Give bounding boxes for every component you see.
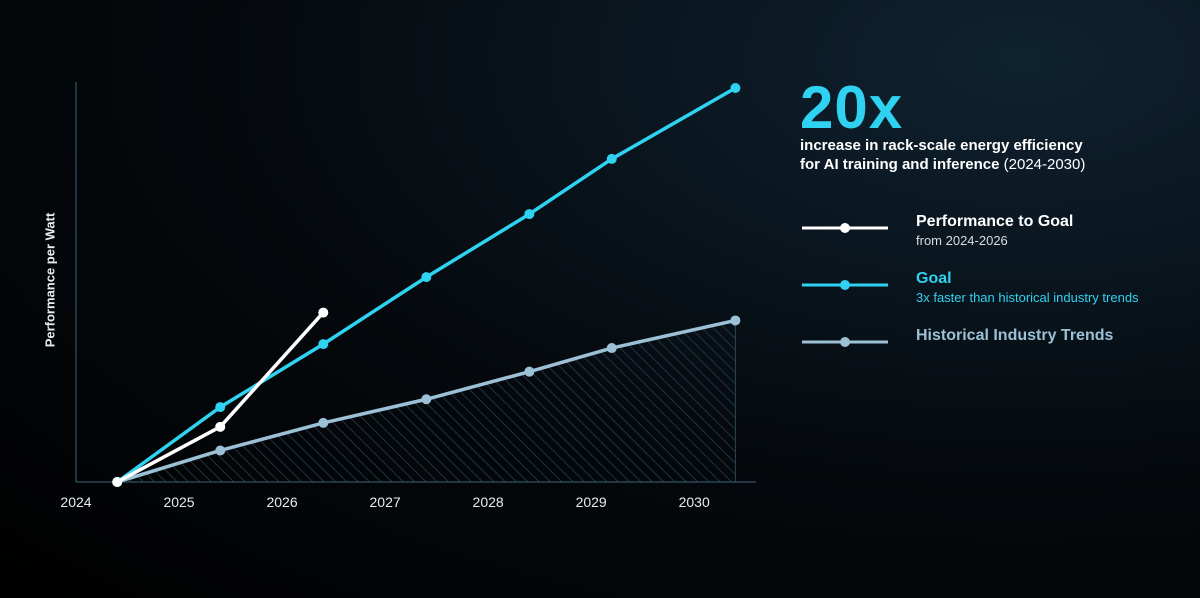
x-tick-label: 2029 xyxy=(576,494,607,510)
data-point-performance xyxy=(112,477,123,487)
data-point-goal xyxy=(730,83,741,93)
data-point-goal xyxy=(215,402,226,413)
headline: 20x increase in rack-scale energy effici… xyxy=(800,78,1085,174)
data-point-goal xyxy=(421,272,432,283)
series-performance xyxy=(112,307,329,487)
data-point-historical xyxy=(215,445,226,456)
legend-subtitle-performance: from 2024-2026 xyxy=(916,233,1008,248)
data-point-goal xyxy=(524,209,535,220)
headline-years: (2024-2030) xyxy=(1003,156,1086,173)
legend-title-performance: Performance to Goal xyxy=(916,213,1074,230)
data-point-historical xyxy=(524,366,535,377)
x-tick-label: 2025 xyxy=(163,494,194,510)
data-point-historical xyxy=(421,394,432,405)
data-point-performance xyxy=(318,307,329,318)
x-tick-label: 2028 xyxy=(473,494,504,510)
data-point-goal xyxy=(606,153,617,164)
headline-value: 20x xyxy=(800,74,904,141)
y-axis-label: Performance per Watt xyxy=(42,212,58,348)
legend-swatch-performance xyxy=(802,223,888,233)
legend-title-goal: Goal xyxy=(916,270,952,287)
x-tick-label: 2024 xyxy=(60,494,91,510)
legend-swatch-goal xyxy=(802,280,888,290)
legend-subtitle-goal: 3x faster than historical industry trend… xyxy=(916,290,1139,305)
data-point-historical xyxy=(606,343,617,354)
legend-title-historical: Historical Industry Trends xyxy=(916,327,1114,344)
data-point-performance xyxy=(215,421,226,432)
legend-swatch-historical xyxy=(802,337,888,347)
headline-line1: increase in rack-scale energy efficiency xyxy=(800,137,1083,154)
x-tick-label: 2030 xyxy=(679,494,710,510)
x-tick-label: 2027 xyxy=(370,494,401,510)
x-tick-label: 2026 xyxy=(266,494,297,510)
headline-description: increase in rack-scale energy efficiency… xyxy=(800,136,1085,174)
data-point-goal xyxy=(318,339,329,350)
data-point-historical xyxy=(730,315,741,326)
data-point-historical xyxy=(318,417,329,428)
headline-line2: for AI training and inference xyxy=(800,156,1000,173)
